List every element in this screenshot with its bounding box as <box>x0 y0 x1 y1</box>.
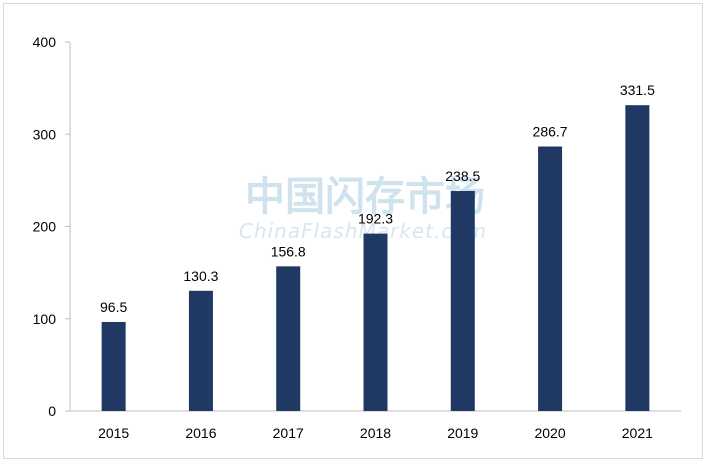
bar-2016 <box>188 290 213 411</box>
watermark: 中国闪存市场 ChinaFlashMarket.com <box>239 174 487 243</box>
y-tick-label: 0 <box>48 403 56 419</box>
bars <box>101 105 650 411</box>
x-tick-label: 2020 <box>534 425 565 441</box>
y-tick-label: 200 <box>33 219 57 235</box>
x-tick-label: 2019 <box>447 425 478 441</box>
bar-2019 <box>450 190 475 411</box>
watermark-chinese: 中国闪存市场 <box>245 174 485 220</box>
data-label: 96.5 <box>100 299 127 315</box>
data-label: 192.3 <box>358 211 393 227</box>
watermark-english: ChinaFlashMarket.com <box>239 219 487 243</box>
x-tick-label: 2018 <box>360 425 391 441</box>
x-tick-label: 2021 <box>622 425 653 441</box>
y-axis-ticks: 0 100 200 300 400 <box>33 34 70 419</box>
bar-2021 <box>625 105 650 411</box>
y-tick-label: 400 <box>33 34 57 50</box>
data-label: 156.8 <box>271 243 306 259</box>
x-tick-label: 2015 <box>98 425 129 441</box>
x-axis-ticks: 2015 2016 2017 2018 2019 2020 2021 <box>98 425 653 441</box>
data-label: 238.5 <box>445 168 480 184</box>
data-label: 130.3 <box>183 268 218 284</box>
x-tick-label: 2017 <box>273 425 304 441</box>
bar-2017 <box>276 266 301 411</box>
y-tick-label: 100 <box>33 311 57 327</box>
data-label: 331.5 <box>620 82 655 98</box>
bar-2020 <box>538 146 563 411</box>
x-tick-label: 2016 <box>185 425 216 441</box>
y-tick-label: 300 <box>33 126 57 142</box>
bar-2015 <box>101 321 126 411</box>
data-labels: 96.5 130.3 156.8 192.3 238.5 286.7 331.5 <box>100 82 655 315</box>
bar-2018 <box>363 233 388 411</box>
data-label: 286.7 <box>533 124 568 140</box>
